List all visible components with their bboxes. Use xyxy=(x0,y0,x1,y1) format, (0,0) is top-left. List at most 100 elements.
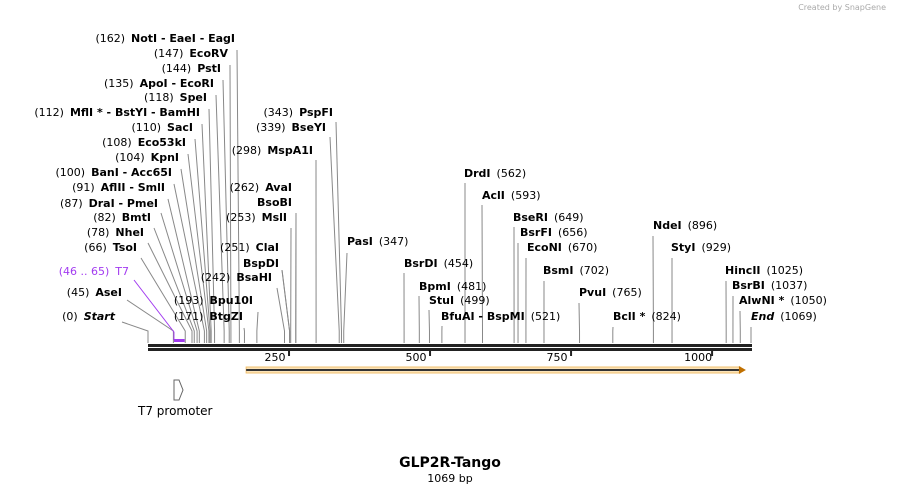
cut-site-line xyxy=(194,138,211,343)
enzyme-name: HincII xyxy=(725,264,761,277)
site-position: (1069) xyxy=(780,310,817,323)
tick-mark xyxy=(711,351,714,356)
map-title: GLP2R-Tango xyxy=(399,455,501,471)
enzyme-site-label[interactable]: AlwNI * (1050) xyxy=(739,294,827,307)
enzyme-site-label[interactable]: HincII (1025) xyxy=(725,264,803,277)
enzyme-site-label[interactable]: (110) SacI xyxy=(125,121,193,134)
enzyme-site-label[interactable]: (242) BsaHI xyxy=(195,271,272,284)
enzyme-site-label[interactable]: PvuI (765) xyxy=(579,286,642,299)
enzyme-site-label[interactable]: (253) MslI xyxy=(220,211,287,224)
enzyme-site-label[interactable]: (104) KpnI xyxy=(109,151,179,164)
enzyme-name: SacI xyxy=(167,121,193,134)
site-position: (1050) xyxy=(790,294,827,307)
enzyme-site-label[interactable]: (193) Bpu10I xyxy=(168,294,253,307)
enzyme-site-label[interactable]: (343) PspFI xyxy=(258,106,334,119)
enzyme-site-label[interactable]: (162) NotI - EaeI - EagI xyxy=(89,32,235,45)
enzyme-site-label[interactable]: (171) BtgZI xyxy=(168,310,243,323)
t7-promoter-label[interactable]: T7 promoter xyxy=(138,404,213,418)
enzyme-site-label[interactable]: (135) ApoI - EcoRI xyxy=(98,77,214,90)
cut-site-line xyxy=(343,252,348,343)
enzyme-site-label[interactable]: (298) MspA1I xyxy=(226,144,313,157)
enzyme-site-label[interactable]: BsrDI (454) xyxy=(404,257,473,270)
enzyme-site-label[interactable]: (45) AseI xyxy=(61,286,122,299)
site-position: (78) xyxy=(86,226,110,239)
feature-arrow-line xyxy=(246,369,740,371)
enzyme-site-label[interactable]: BsoBI xyxy=(245,196,292,209)
enzyme-site-label[interactable]: DrdI (562) xyxy=(464,167,526,180)
site-position: (104) xyxy=(115,151,145,164)
cut-site-line xyxy=(335,121,342,343)
snapgene-credit[interactable]: Created by SnapGene xyxy=(798,3,886,12)
enzyme-site-label[interactable]: BsrFI (656) xyxy=(520,226,588,239)
t7-feature-label[interactable]: (46 .. 65) T7 xyxy=(53,265,129,278)
feature-range: (46 .. 65) xyxy=(58,265,110,278)
backbone-bottom-strand xyxy=(148,348,752,351)
enzyme-site-label[interactable]: BclI * (824) xyxy=(613,310,681,323)
enzyme-name: NotI - EaeI - EagI xyxy=(131,32,235,45)
enzyme-site-label[interactable]: EcoNI (670) xyxy=(527,241,597,254)
site-position: (262) xyxy=(229,181,260,194)
enzyme-name: AlwNI * xyxy=(739,294,785,307)
site-position: (593) xyxy=(510,189,541,202)
enzyme-site-label[interactable]: BsmI (702) xyxy=(543,264,609,277)
site-position: (193) xyxy=(173,294,204,307)
enzyme-site-label[interactable]: (262) AvaI xyxy=(224,181,292,194)
enzyme-site-label[interactable]: AclI (593) xyxy=(482,189,541,202)
site-position: (343) xyxy=(263,106,294,119)
enzyme-site-label[interactable]: (108) Eco53kI xyxy=(96,136,186,149)
cut-site-line xyxy=(167,198,200,343)
enzyme-site-label[interactable]: (147) EcoRV xyxy=(148,47,228,60)
enzyme-site-label[interactable]: (112) MflI * - BstYI - BamHI xyxy=(28,106,200,119)
site-position: (298) xyxy=(231,144,262,157)
site-position: (110) xyxy=(131,121,162,134)
enzyme-site-label[interactable]: (100) BanI - Acc65I xyxy=(49,166,172,179)
enzyme-name: StyI xyxy=(671,241,696,254)
enzyme-site-label[interactable]: (251) ClaI xyxy=(214,241,279,254)
enzyme-site-label[interactable]: (0) Start xyxy=(56,310,115,323)
site-position: (147) xyxy=(153,47,184,60)
site-position: (499) xyxy=(460,294,490,307)
enzyme-name: Eco53kI xyxy=(137,136,186,149)
enzyme-site-label[interactable]: NdeI (896) xyxy=(653,219,717,232)
enzyme-name: BmtI xyxy=(121,211,151,224)
enzyme-site-label[interactable]: (91) AflII - SmlI xyxy=(66,181,165,194)
cut-site-line xyxy=(215,94,225,343)
site-position: (824) xyxy=(651,310,681,323)
tick-label: 250 xyxy=(264,351,286,364)
cut-site-line xyxy=(173,183,205,343)
t7-feature-bar xyxy=(173,339,185,342)
enzyme-name: DraI - PmeI xyxy=(88,197,158,210)
enzyme-name: BseYI xyxy=(291,121,326,134)
enzyme-name: BsaHI xyxy=(236,271,272,284)
enzyme-site-label[interactable]: (339) BseYI xyxy=(250,121,326,134)
enzyme-site-label[interactable]: (87) DraI - PmeI xyxy=(54,197,158,210)
enzyme-site-label[interactable]: StuI (499) xyxy=(429,294,490,307)
enzyme-name: StuI xyxy=(429,294,455,307)
enzyme-site-label[interactable]: BseRI (649) xyxy=(513,211,584,224)
cut-site-line xyxy=(187,153,210,343)
enzyme-site-label[interactable]: BspDI xyxy=(231,257,279,270)
enzyme-site-label[interactable]: BsrBI (1037) xyxy=(732,279,807,292)
enzyme-site-label[interactable]: StyI (929) xyxy=(671,241,731,254)
enzyme-name: PasI xyxy=(347,235,373,248)
site-position: (347) xyxy=(378,235,409,248)
enzyme-site-label[interactable]: (82) BmtI xyxy=(87,211,151,224)
backbone-top-strand xyxy=(148,344,752,347)
enzyme-site-label[interactable]: BfuAI - BspMI (521) xyxy=(441,310,560,323)
enzyme-site-label[interactable]: (66) TsoI xyxy=(78,241,137,254)
enzyme-site-label[interactable]: (144) PstI xyxy=(156,62,221,75)
enzyme-site-label[interactable]: PasI (347) xyxy=(347,235,408,248)
enzyme-name: PstI xyxy=(197,62,221,75)
enzyme-name: BsrDI xyxy=(404,257,438,270)
site-position: (87) xyxy=(60,197,83,210)
enzyme-site-label[interactable]: (118) SpeI xyxy=(138,91,207,104)
site-position: (251) xyxy=(220,241,250,254)
enzyme-site-label[interactable]: End (1069) xyxy=(751,310,817,323)
enzyme-site-label[interactable]: BpmI (481) xyxy=(419,280,486,293)
t7-leader-line xyxy=(133,279,175,340)
enzyme-name: EcoRV xyxy=(189,47,228,60)
enzyme-site-label[interactable]: (78) NheI xyxy=(81,226,144,239)
site-position: (702) xyxy=(579,264,610,277)
site-position: (649) xyxy=(553,211,584,224)
enzyme-name: BsrBI xyxy=(732,279,765,292)
